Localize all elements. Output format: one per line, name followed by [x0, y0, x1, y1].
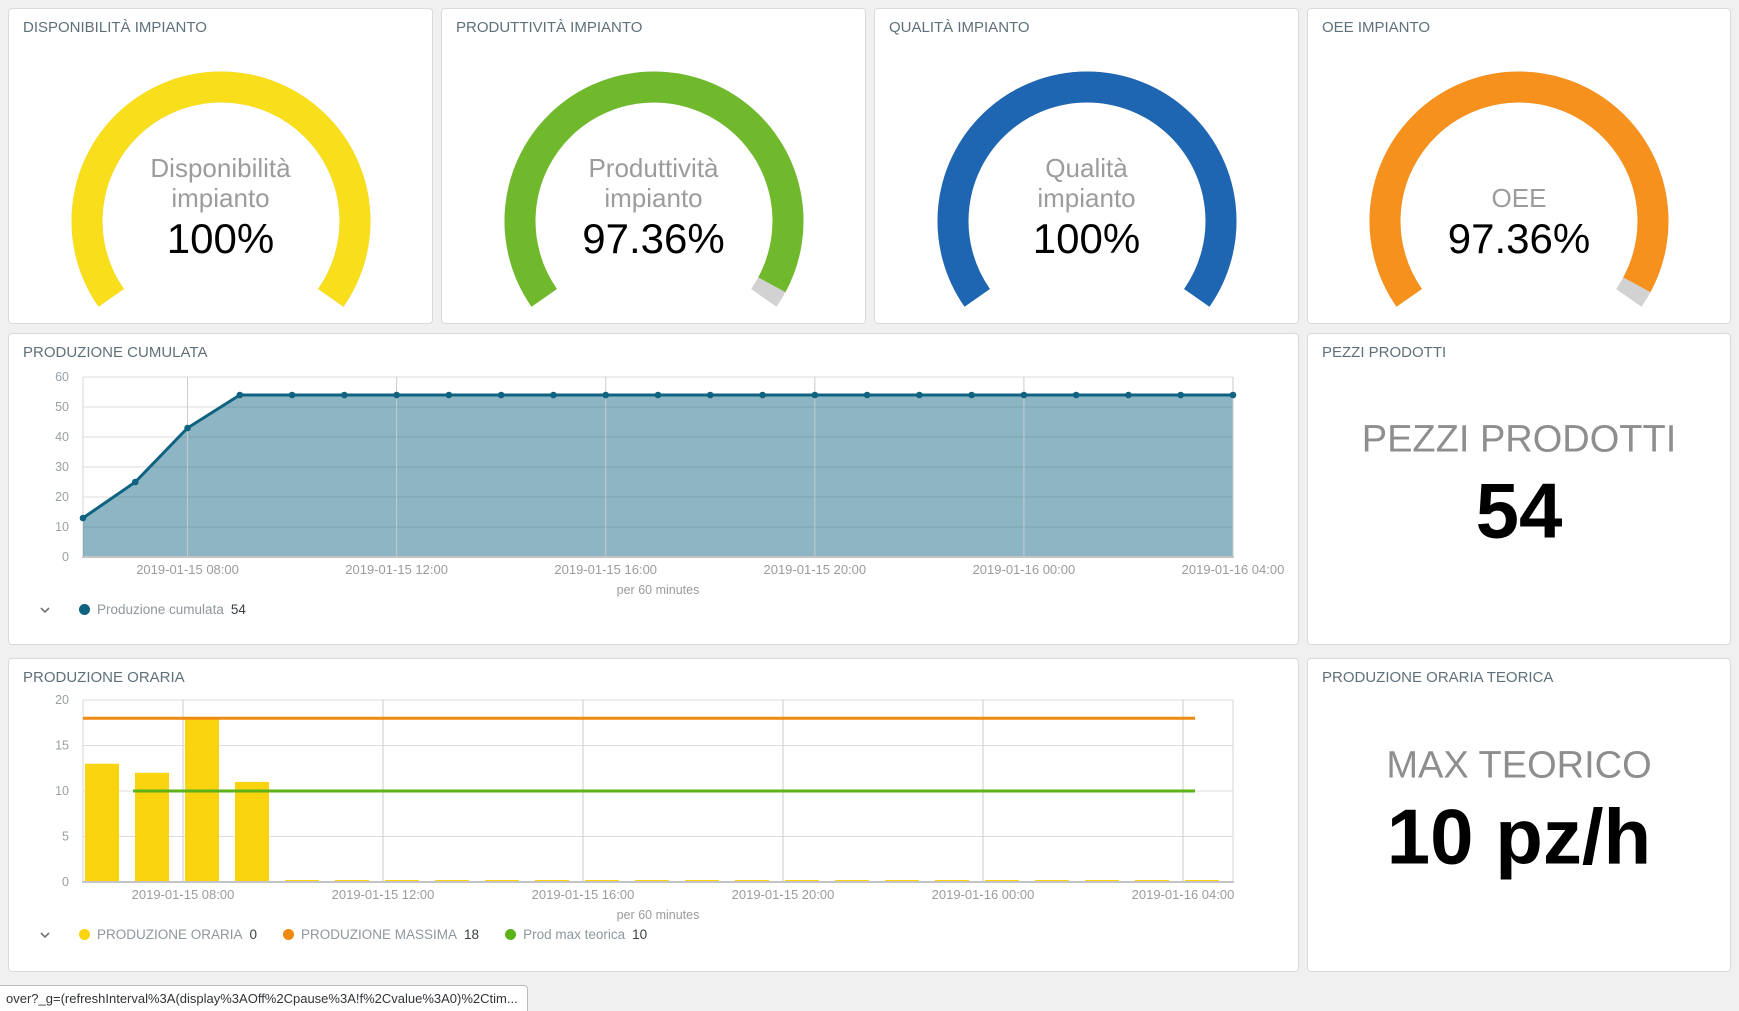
legend-item[interactable]: Prod max teorica 10: [505, 927, 647, 942]
gauge-label: Produttività impianto: [588, 153, 719, 213]
svg-text:40: 40: [55, 430, 69, 444]
legend-series-dot-icon: [79, 929, 90, 940]
gauge-label: OEE: [1491, 183, 1547, 213]
svg-text:2019-01-15 12:00: 2019-01-15 12:00: [345, 562, 448, 577]
legend-series-value: 54: [230, 602, 246, 617]
panel-title: PRODUZIONE CUMULATA: [23, 344, 208, 361]
x-axis-label: per 60 minutes: [616, 583, 700, 597]
gauge-label: Qualità impianto: [1037, 153, 1136, 213]
area-chart: 2019-01-15 08:00 2019-01-15 12:00 2019-01-…: [55, 370, 1285, 577]
svg-text:2019-01-15 20:00: 2019-01-15 20:00: [763, 562, 866, 577]
panel-qualita-impianto: QUALITÀ IMPIANTO Qualità impianto 100%: [874, 8, 1299, 324]
gauge-value: 100%: [1032, 215, 1141, 262]
bar-chart: 2019-01-15 08:00 2019-01-15 12:00 2019-01-…: [55, 694, 1235, 902]
svg-text:2019-01-16 00:00: 2019-01-16 00:00: [973, 562, 1076, 577]
legend-series-value: 0: [249, 927, 258, 942]
gauge-value: 97.36%: [1447, 215, 1591, 262]
x-axis-label: per 60 minutes: [616, 908, 700, 922]
gauge-arc: [71, 71, 370, 307]
svg-text:2019-01-15 08:00: 2019-01-15 08:00: [136, 562, 239, 577]
metric-label: PEZZI PRODOTTI: [1361, 418, 1677, 461]
legend-series-value: 18: [464, 927, 480, 942]
svg-text:50: 50: [55, 400, 69, 414]
panel-title: QUALITÀ IMPIANTO: [889, 19, 1030, 36]
panel-produzione-oraria: PRODUZIONE ORARIA 2019-01-15 08:00 2019-0…: [8, 658, 1299, 972]
svg-text:10: 10: [55, 520, 69, 534]
metric-value: 54: [1475, 466, 1563, 555]
panel-produzione-oraria-teorica: PRODUZIONE ORARIA TEORICA MAX TEORICO 10…: [1307, 658, 1731, 972]
metric-value: 10 pz/h: [1386, 792, 1652, 881]
svg-text:2019-01-15 20:00: 2019-01-15 20:00: [732, 887, 835, 902]
legend-item[interactable]: Produzione cumulata 54: [79, 602, 246, 617]
svg-text:2019-01-16 04:00: 2019-01-16 04:00: [1132, 887, 1235, 902]
panel-title: PRODUZIONE ORARIA: [23, 669, 185, 686]
panel-title: PEZZI PRODOTTI: [1322, 344, 1447, 361]
svg-text:10: 10: [55, 784, 69, 798]
legend-collapse-chevron-icon[interactable]: [39, 606, 51, 614]
panel-disponibilita-impianto: DISPONIBILITÀ IMPIANTO Disponibilità impi…: [8, 8, 433, 324]
legend-series-name: PRODUZIONE MASSIMA: [301, 927, 458, 942]
panel-pezzi-prodotti: PEZZI PRODOTTI PEZZI PRODOTTI 54: [1307, 333, 1731, 645]
panel-oee-impianto: OEE IMPIANTO OEE 97.36%: [1307, 8, 1731, 324]
panel-title: PRODUTTIVITÀ IMPIANTO: [456, 19, 643, 36]
legend-series-name: Prod max teorica: [523, 927, 626, 942]
metric-label: MAX TEORICO: [1386, 744, 1652, 787]
metric: PEZZI PRODOTTI 54: [1308, 418, 1730, 549]
gauge-arc: [504, 71, 803, 307]
gauge-value: 97.36%: [582, 215, 725, 262]
svg-text:2019-01-15 12:00: 2019-01-15 12:00: [332, 887, 435, 902]
svg-text:60: 60: [55, 370, 69, 384]
legend-item[interactable]: PRODUZIONE ORARIA 0: [79, 927, 257, 942]
svg-text:20: 20: [55, 694, 69, 707]
panel-produzione-cumulata: PRODUZIONE CUMULATA 2019-01-15 08:00 2019…: [8, 333, 1299, 645]
panel-produttivita-impianto: PRODUTTIVITÀ IMPIANTO Produttività impian…: [441, 8, 866, 324]
legend-series-dot-icon: [283, 929, 295, 940]
svg-text:0: 0: [62, 875, 69, 889]
svg-text:20: 20: [55, 490, 69, 504]
svg-text:2019-01-15 16:00: 2019-01-15 16:00: [532, 887, 635, 902]
panel-title: DISPONIBILITÀ IMPIANTO: [23, 19, 207, 36]
chart-legend: PRODUZIONE ORARIA 0 PRODUZIONE MASSIMA 18 Pr…: [9, 927, 1298, 942]
browser-link-preview: over?_g=(refreshInterval%3A(display%3AOf…: [0, 985, 528, 1011]
legend-item[interactable]: PRODUZIONE MASSIMA 18: [283, 927, 479, 942]
svg-text:30: 30: [55, 460, 69, 474]
legend-series-name: Produzione cumulata: [97, 602, 224, 617]
legend-series-dot-icon: [505, 929, 517, 940]
link-preview-text: over?_g=(refreshInterval%3A(display%3AOf…: [6, 991, 518, 1006]
svg-text:5: 5: [62, 830, 69, 844]
svg-text:2019-01-15 08:00: 2019-01-15 08:00: [132, 887, 235, 902]
panel-title: OEE IMPIANTO: [1322, 19, 1431, 36]
metric: MAX TEORICO 10 pz/h: [1308, 744, 1730, 875]
legend-series-dot-icon: [79, 604, 90, 615]
gauge-value: 100%: [166, 215, 275, 262]
legend-series-value: 10: [632, 927, 648, 942]
panel-title: PRODUZIONE ORARIA TEORICA: [1322, 669, 1554, 686]
gauge-arc: [1369, 71, 1669, 307]
svg-text:2019-01-16 04:00: 2019-01-16 04:00: [1182, 562, 1285, 577]
legend-series-name: PRODUZIONE ORARIA: [97, 927, 243, 942]
gauge-label: Disponibilità impianto: [150, 153, 291, 213]
legend-collapse-chevron-icon[interactable]: [39, 931, 51, 939]
svg-text:2019-01-16 00:00: 2019-01-16 00:00: [932, 887, 1035, 902]
svg-text:15: 15: [55, 739, 69, 753]
chart-legend: Produzione cumulata 54: [9, 602, 1298, 617]
svg-text:2019-01-15 16:00: 2019-01-15 16:00: [554, 562, 657, 577]
gauge-arc: [937, 71, 1236, 307]
svg-text:0: 0: [62, 550, 69, 564]
